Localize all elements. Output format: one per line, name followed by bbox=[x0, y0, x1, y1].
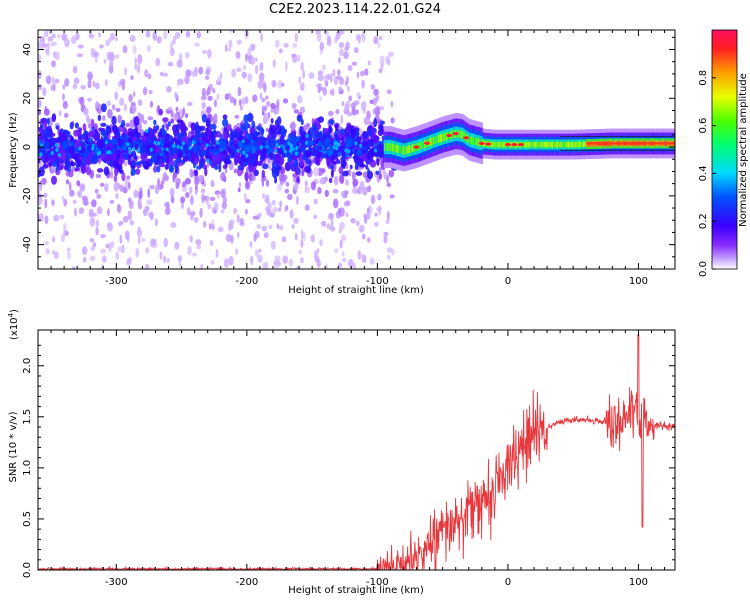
snr-y-tick-label: 0.0 bbox=[22, 562, 33, 578]
spectrogram-y-tick-label: 0 bbox=[22, 144, 33, 150]
colorbar-axis: 0.0 0.2 0.4 0.6 0.8 bbox=[698, 70, 716, 277]
spectrogram-y-tick-label: -40 bbox=[22, 236, 33, 252]
snr-x-label: Height of straight line (km) bbox=[288, 585, 424, 596]
colorbar-tick-label: 0.6 bbox=[698, 118, 709, 134]
spectrogram-x-tick-label: -200 bbox=[236, 276, 259, 287]
colorbar bbox=[711, 29, 738, 270]
spectrogram-x-tick-label: -100 bbox=[366, 276, 389, 287]
snr-x-tick-label: -100 bbox=[366, 577, 389, 588]
snr-x-tick-label: -200 bbox=[236, 577, 259, 588]
spectrogram-y-tick-label: 20 bbox=[22, 92, 33, 105]
colorbar-tick-label: 0.4 bbox=[698, 165, 709, 181]
spectrogram-x-tick-label: 0 bbox=[505, 276, 511, 287]
snr-x-tick-label: 0 bbox=[505, 577, 511, 588]
spectrogram-y-label: Frequency (Hz) bbox=[8, 112, 19, 188]
snr-x-tick-label: -300 bbox=[105, 577, 128, 588]
spectrogram-heatmap bbox=[38, 30, 675, 269]
snr-y-label: SNR (10 * v/v) bbox=[8, 411, 19, 482]
spectrogram-frame bbox=[37, 29, 676, 270]
snr-x-tick-label: 100 bbox=[629, 577, 648, 588]
snr-axes: -300 -200 -100 0 100 0.0 0.5 1.0 1.5 2.0 bbox=[22, 330, 675, 588]
colorbar-tick-label: 0.0 bbox=[698, 261, 709, 277]
snr-scale-label: (x104) bbox=[7, 309, 20, 340]
spectrogram-y-tick-label: 40 bbox=[22, 43, 33, 56]
spectrogram-x-tick-label: 100 bbox=[629, 276, 648, 287]
spectrogram-x-tick-label: -300 bbox=[105, 276, 128, 287]
spectrogram-x-label: Height of straight line (km) bbox=[288, 285, 424, 296]
svg-text:(x104): (x104) bbox=[7, 309, 20, 340]
spectrogram-y-tick-label: -20 bbox=[22, 188, 33, 204]
snr-scale-base: (x10 bbox=[9, 317, 20, 340]
colorbar-tick-label: 0.8 bbox=[698, 70, 709, 86]
snr-scale-exponent: 4 bbox=[7, 312, 15, 317]
snr-y-tick-label: 2.0 bbox=[22, 358, 33, 374]
snr-y-tick-label: 1.5 bbox=[22, 409, 33, 425]
snr-series-line bbox=[38, 334, 675, 570]
snr-y-tick-label: 1.0 bbox=[22, 460, 33, 476]
colorbar-label: Normalized spectral amplitude bbox=[738, 73, 749, 227]
figure-title: C2E2.2023.114.22.01.G24 bbox=[269, 2, 441, 17]
colorbar-tick-label: 0.2 bbox=[698, 213, 709, 229]
snr-plot bbox=[38, 334, 675, 570]
snr-y-tick-label: 0.5 bbox=[22, 511, 33, 527]
snr-frame bbox=[37, 329, 676, 571]
